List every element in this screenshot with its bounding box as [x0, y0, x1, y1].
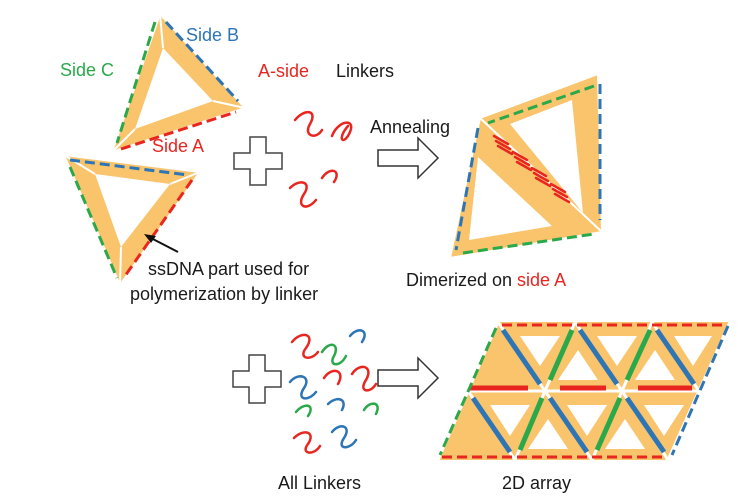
pointer-arrow	[148, 236, 179, 253]
ssdna-label-line1: ssDNA part used for	[148, 259, 309, 279]
linkers-label: Linkers	[336, 61, 394, 81]
triangle-1	[110, 12, 247, 154]
triangle-2	[62, 153, 202, 288]
side-a-strand	[120, 110, 237, 151]
side-a-label: Side A	[152, 136, 204, 156]
annealing-label: Annealing	[370, 117, 450, 137]
side-b-strand	[69, 158, 189, 177]
a-side-linkers	[288, 111, 353, 208]
a-side-label: A-side	[258, 61, 309, 81]
side-c-strand	[68, 166, 119, 279]
dimer	[448, 72, 604, 260]
annealing-arrow	[377, 136, 440, 180]
dimerized-side-a: side A	[517, 270, 566, 290]
side-c-strand	[115, 21, 157, 144]
side-c-label: Side C	[60, 60, 114, 80]
plus-icon	[233, 136, 283, 186]
ssdna-label-line2: polymerization by linker	[130, 284, 318, 304]
array-arrow	[377, 356, 440, 400]
array-2d	[436, 321, 732, 461]
side-a-strand	[123, 179, 194, 277]
dimerized-prefix: Dimerized on	[406, 270, 517, 290]
dimerized-label: Dimerized on side A	[406, 270, 566, 290]
array-2d-label: 2D array	[502, 473, 571, 493]
all-linkers	[288, 329, 379, 454]
side-b-label: Side B	[186, 25, 239, 45]
all-linkers-label: All Linkers	[278, 473, 361, 493]
side-b-strand	[164, 20, 240, 103]
plus-icon-2	[232, 354, 282, 404]
